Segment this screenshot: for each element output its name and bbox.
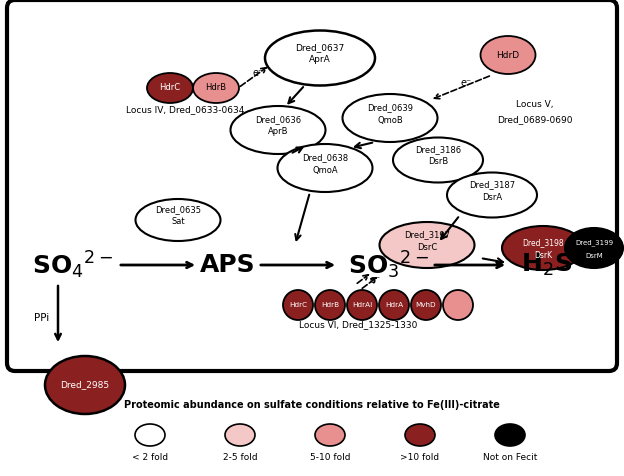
Text: < 2 fold: < 2 fold [132, 453, 168, 462]
Text: Locus V,: Locus V, [516, 100, 553, 109]
Text: HdrAI: HdrAI [352, 302, 372, 308]
Text: e⁻: e⁻ [253, 68, 263, 78]
FancyBboxPatch shape [7, 0, 617, 371]
Ellipse shape [265, 30, 375, 86]
Text: H$_2$S: H$_2$S [522, 252, 573, 278]
Text: Dred_2985: Dred_2985 [61, 380, 110, 389]
Text: PPi: PPi [34, 313, 50, 323]
Ellipse shape [565, 228, 623, 268]
Text: HdrC: HdrC [289, 302, 307, 308]
Ellipse shape [495, 424, 525, 446]
Text: HdrB: HdrB [321, 302, 339, 308]
Text: AprA: AprA [309, 56, 331, 65]
Text: Dred_0637: Dred_0637 [295, 43, 344, 52]
Text: DsrA: DsrA [482, 192, 502, 201]
Ellipse shape [379, 222, 474, 268]
Text: SO$_4$$^{2-}$: SO$_4$$^{2-}$ [32, 249, 112, 281]
Ellipse shape [447, 172, 537, 218]
Text: 5-10 fold: 5-10 fold [310, 453, 350, 462]
Text: HdrB: HdrB [205, 83, 227, 92]
Text: QmoB: QmoB [377, 116, 403, 125]
Ellipse shape [343, 94, 437, 142]
Ellipse shape [405, 424, 435, 446]
Ellipse shape [225, 424, 255, 446]
Text: e⁻: e⁻ [461, 78, 472, 88]
Ellipse shape [347, 290, 377, 320]
Ellipse shape [45, 356, 125, 414]
Text: >10 fold: >10 fold [401, 453, 439, 462]
Text: AprB: AprB [268, 128, 288, 137]
Ellipse shape [147, 73, 193, 103]
Text: Dred_3187: Dred_3187 [469, 180, 515, 189]
Ellipse shape [411, 290, 441, 320]
Ellipse shape [135, 424, 165, 446]
Ellipse shape [443, 290, 473, 320]
Ellipse shape [393, 138, 483, 182]
Ellipse shape [315, 290, 345, 320]
Text: DsrB: DsrB [428, 158, 448, 167]
Ellipse shape [135, 199, 220, 241]
Ellipse shape [283, 290, 313, 320]
Ellipse shape [193, 73, 239, 103]
Text: Dred_3199: Dred_3199 [575, 239, 613, 247]
Ellipse shape [379, 290, 409, 320]
Text: SO$_3$$^{2-}$: SO$_3$$^{2-}$ [348, 249, 429, 281]
Text: Dred_3198: Dred_3198 [522, 238, 564, 248]
Text: Dred_0635: Dred_0635 [155, 206, 201, 215]
Text: Dred_0689-0690: Dred_0689-0690 [497, 116, 573, 125]
Text: e⁻: e⁻ [369, 275, 381, 285]
Ellipse shape [230, 106, 326, 154]
Text: APS: APS [200, 253, 256, 277]
Text: QmoA: QmoA [312, 166, 338, 175]
Text: DsrM: DsrM [585, 253, 603, 259]
Text: DsrK: DsrK [534, 251, 552, 260]
Ellipse shape [278, 144, 373, 192]
Text: Proteomic abundance on sulfate conditions relative to Fe(III)-citrate: Proteomic abundance on sulfate condition… [124, 400, 500, 410]
Text: HdrC: HdrC [160, 83, 180, 92]
Text: Dred_0639: Dred_0639 [367, 103, 413, 112]
Text: HdrD: HdrD [497, 50, 520, 60]
Text: Dred_0636: Dred_0636 [255, 116, 301, 125]
Text: Sat: Sat [171, 218, 185, 227]
Text: Locus VI, Dred_1325-1330: Locus VI, Dred_1325-1330 [299, 320, 417, 329]
Text: Dred_3186: Dred_3186 [415, 146, 461, 155]
Text: 2-5 fold: 2-5 fold [223, 453, 257, 462]
Text: Dred_0638: Dred_0638 [302, 153, 348, 162]
Text: Dred_3197: Dred_3197 [404, 230, 450, 239]
Text: Not on Fecit: Not on Fecit [483, 453, 537, 462]
Text: MvhD: MvhD [416, 302, 436, 308]
Text: Locus IV, Dred_0633-0634: Locus IV, Dred_0633-0634 [126, 106, 244, 115]
Ellipse shape [315, 424, 345, 446]
Text: HdrA: HdrA [385, 302, 403, 308]
Text: DsrC: DsrC [417, 242, 437, 251]
Ellipse shape [502, 226, 584, 270]
Ellipse shape [480, 36, 535, 74]
